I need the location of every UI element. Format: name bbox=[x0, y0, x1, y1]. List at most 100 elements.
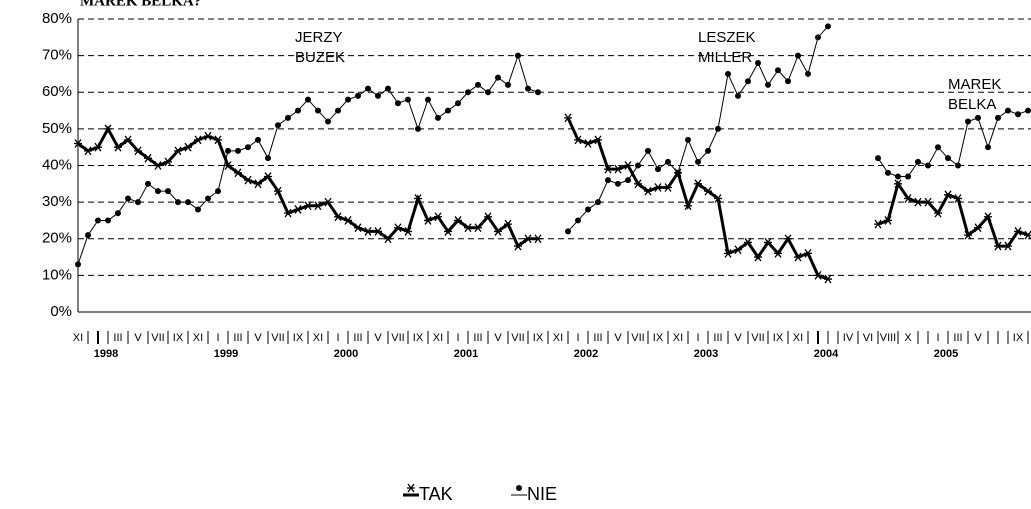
point bbox=[584, 139, 592, 148]
point bbox=[274, 186, 282, 196]
point bbox=[634, 179, 642, 189]
x-tick-label: XI bbox=[793, 332, 803, 344]
point bbox=[935, 144, 941, 151]
point bbox=[525, 85, 531, 92]
year-label: 2005 bbox=[934, 348, 958, 360]
point bbox=[644, 186, 652, 196]
point bbox=[894, 179, 902, 189]
year-label: 2001 bbox=[454, 348, 478, 360]
point bbox=[144, 153, 152, 163]
point bbox=[1014, 227, 1022, 236]
point bbox=[314, 201, 322, 211]
point bbox=[194, 135, 202, 145]
point bbox=[184, 142, 192, 152]
point bbox=[485, 89, 491, 96]
point bbox=[414, 194, 422, 203]
point bbox=[335, 107, 341, 114]
point bbox=[694, 179, 702, 189]
point bbox=[245, 144, 251, 151]
year-label: 2000 bbox=[334, 348, 358, 360]
point bbox=[344, 216, 352, 225]
point bbox=[224, 161, 232, 170]
point bbox=[564, 113, 572, 123]
point bbox=[355, 92, 361, 99]
x-tick-label: IX bbox=[1013, 332, 1024, 344]
point bbox=[775, 67, 781, 74]
y-tick-label: 80% bbox=[42, 10, 72, 27]
legend-marker bbox=[516, 485, 522, 491]
point bbox=[394, 223, 402, 233]
point bbox=[74, 139, 82, 148]
point bbox=[94, 142, 102, 152]
point bbox=[695, 158, 701, 165]
point bbox=[1004, 241, 1012, 251]
annotation: JERZY bbox=[295, 29, 343, 46]
legend-marker bbox=[407, 483, 415, 493]
point bbox=[164, 157, 172, 167]
point bbox=[954, 194, 962, 203]
legend-label: TAK bbox=[419, 484, 453, 504]
x-tick-label: IV bbox=[843, 332, 854, 344]
point bbox=[345, 96, 351, 103]
point bbox=[734, 245, 742, 255]
point bbox=[885, 169, 891, 176]
point bbox=[765, 81, 771, 88]
x-tick-label: V bbox=[254, 332, 262, 344]
point bbox=[785, 78, 791, 85]
point bbox=[145, 180, 151, 187]
point bbox=[115, 210, 121, 217]
point bbox=[535, 89, 541, 96]
point bbox=[594, 135, 602, 145]
point bbox=[175, 199, 181, 206]
point bbox=[645, 147, 651, 154]
point bbox=[625, 177, 631, 184]
x-tick-label: IX bbox=[293, 332, 304, 344]
x-tick-label: VII bbox=[151, 332, 164, 344]
point bbox=[974, 223, 982, 233]
point bbox=[334, 212, 342, 222]
annotation: MAREK bbox=[948, 76, 1001, 93]
y-tick-label: 20% bbox=[42, 230, 72, 247]
x-tick-label: V bbox=[134, 332, 142, 344]
point bbox=[754, 252, 762, 262]
point bbox=[295, 107, 301, 114]
point bbox=[774, 249, 782, 258]
y-tick-label: 50% bbox=[42, 120, 72, 137]
point bbox=[465, 89, 471, 96]
x-tick-label: III bbox=[113, 332, 122, 344]
x-tick-label: I bbox=[336, 332, 339, 344]
point bbox=[804, 249, 812, 258]
point bbox=[84, 146, 92, 156]
point bbox=[135, 199, 141, 206]
point bbox=[784, 234, 792, 244]
point bbox=[615, 180, 621, 187]
x-tick-label: I bbox=[216, 332, 219, 344]
point bbox=[445, 107, 451, 114]
x-tick-label: IX bbox=[773, 332, 784, 344]
point bbox=[124, 135, 132, 145]
point bbox=[475, 81, 481, 88]
x-tick-label: XI bbox=[73, 332, 83, 344]
point bbox=[654, 183, 662, 192]
point bbox=[735, 92, 741, 99]
point bbox=[454, 216, 462, 225]
point bbox=[524, 234, 532, 244]
y-tick-label: 0% bbox=[50, 303, 72, 320]
y-tick-label: 40% bbox=[42, 156, 72, 173]
point bbox=[684, 201, 692, 211]
point bbox=[685, 136, 691, 143]
point bbox=[565, 228, 571, 235]
point bbox=[214, 135, 222, 145]
point bbox=[275, 122, 281, 129]
point bbox=[934, 208, 942, 218]
point bbox=[794, 252, 802, 262]
point bbox=[235, 147, 241, 154]
point bbox=[225, 147, 231, 154]
point bbox=[255, 136, 261, 143]
x-tick-label: V bbox=[734, 332, 742, 344]
series-line bbox=[77, 117, 1029, 281]
point bbox=[805, 70, 811, 77]
x-tick-label: VII bbox=[751, 332, 764, 344]
annotation: BELKA bbox=[948, 96, 996, 113]
